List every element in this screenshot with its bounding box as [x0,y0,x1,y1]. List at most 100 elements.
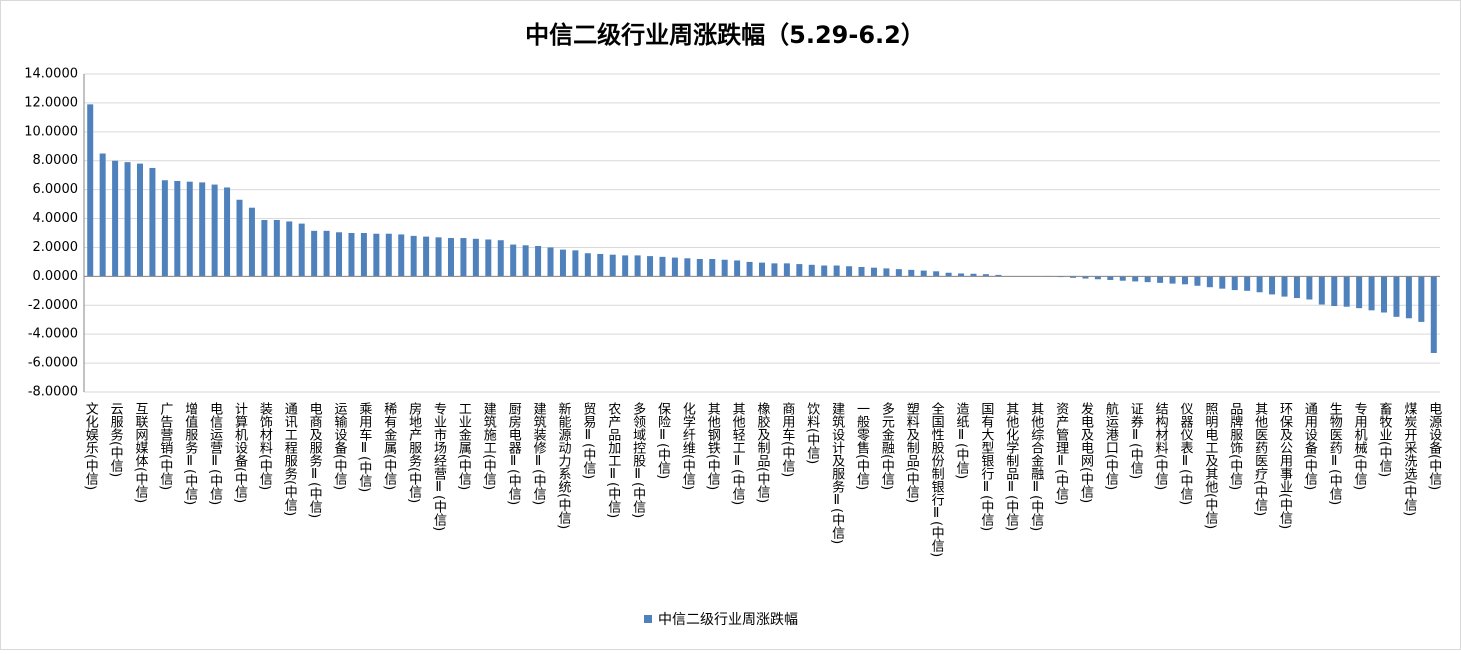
bar [908,270,914,277]
bar [622,255,628,276]
bar [510,245,516,277]
bar [1107,276,1113,280]
bar [1369,276,1375,310]
y-tick-label: 2.0000 [33,240,79,255]
bar [261,220,267,276]
bar [1207,276,1213,287]
bar [1331,276,1337,306]
bar [162,180,168,276]
bar [1219,276,1225,288]
bar [311,231,317,277]
bar [635,255,641,276]
bar [759,263,765,277]
bar [722,260,728,277]
bar [1232,276,1238,290]
x-tick-label: 资产管理Ⅱ(中信) [1053,402,1069,505]
bar [1418,276,1424,322]
bar [1269,276,1275,294]
x-tick-label: 一般零售(中信) [854,402,870,490]
y-tick-label: 14.0000 [24,67,78,82]
bar [336,232,342,276]
bar [174,181,180,276]
x-tick-label: 造纸Ⅱ(中信) [954,402,970,479]
bar [137,164,143,277]
bar [324,231,330,277]
bar [834,266,840,277]
bar [796,264,802,276]
y-tick-label: 10.0000 [24,124,78,139]
x-tick-label: 其他综合金融Ⅱ(中信) [1028,402,1044,531]
bar [1132,276,1138,281]
bar [1182,276,1188,284]
bar [946,273,952,277]
bar [859,267,865,276]
x-tick-label: 仪器仪表Ⅱ(中信) [1177,402,1193,505]
bar [460,238,466,276]
bar [933,271,939,276]
bar [672,258,678,277]
x-tick-label: 房地产服务(中信) [406,401,422,503]
x-tick-label: 其他钢铁(中信) [705,402,721,490]
x-tick-label: 化学纤维(中信) [680,402,696,490]
bar [585,253,591,276]
bar [286,221,292,276]
x-tick-label: 环保及公用事业(中信) [1277,402,1293,529]
y-tick-label: 12.0000 [24,95,78,110]
y-tick-label: 8.0000 [33,153,79,168]
bar [1393,276,1399,316]
x-tick-label: 装饰材料(中信) [257,402,273,490]
bar [659,257,665,277]
x-tick-label: 文化娱乐(中信) [83,402,99,490]
x-tick-label: 发电及电网(中信) [1078,401,1094,503]
x-tick-label: 品牌服饰(中信) [1227,402,1243,490]
y-tick-label: 4.0000 [33,211,79,226]
x-tick-label: 饮料(中信) [804,402,820,464]
bar [274,220,280,276]
x-tick-label: 电信运营Ⅱ(中信) [207,402,223,505]
bar [846,266,852,276]
x-tick-label: 橡胶及制品(中信) [755,402,771,503]
x-tick-label: 多领域控股Ⅱ(中信) [630,401,646,518]
x-tick-label: 电源设备(中信) [1426,402,1442,490]
bar [548,247,554,276]
bar [423,237,429,277]
x-tick-label: 贸易Ⅱ(中信) [580,402,596,479]
bar [1157,276,1163,283]
x-tick-label: 照明电工及其他(中信) [1202,402,1218,529]
chart-title: 中信二级行业周涨跌幅（5.29-6.2） [525,21,925,49]
x-tick-label: 稀有金属(中信) [381,402,397,490]
bar [597,254,603,276]
x-tick-label: 其他医药医疗(中信) [1252,402,1268,516]
bar [125,162,131,276]
bar [224,187,230,276]
x-tick-label: 云服务(中信) [108,402,124,477]
y-tick-label: 0.0000 [33,269,79,284]
x-tick-label: 生物医药Ⅱ(中信) [1327,402,1343,505]
x-tick-label: 电商及服务Ⅱ(中信) [307,402,323,518]
bar [348,233,354,276]
bar [535,246,541,276]
bar [883,268,889,276]
x-tick-label: 塑料及制品(中信) [904,402,920,503]
bar [647,256,653,276]
bar [199,182,205,276]
x-tick-label: 专业市场经营Ⅱ(中信) [431,402,447,531]
bar [771,263,777,276]
bar [709,259,715,276]
y-tick-label: -2.0000 [28,298,78,313]
bar [373,234,379,277]
bar [448,238,454,276]
bar [1120,276,1126,280]
bar [821,266,827,277]
bar [1319,276,1325,304]
bar [149,168,155,276]
x-tick-label: 厨房电器Ⅱ(中信) [506,402,522,505]
x-tick-label: 其他轻工Ⅱ(中信) [730,402,746,505]
bar [212,185,218,277]
bar [1294,276,1300,298]
bar [1381,276,1387,312]
x-tick-label: 通用设备(中信) [1302,402,1318,490]
x-tick-label: 结构材料(中信) [1153,402,1169,490]
y-tick-label: -4.0000 [28,327,78,342]
